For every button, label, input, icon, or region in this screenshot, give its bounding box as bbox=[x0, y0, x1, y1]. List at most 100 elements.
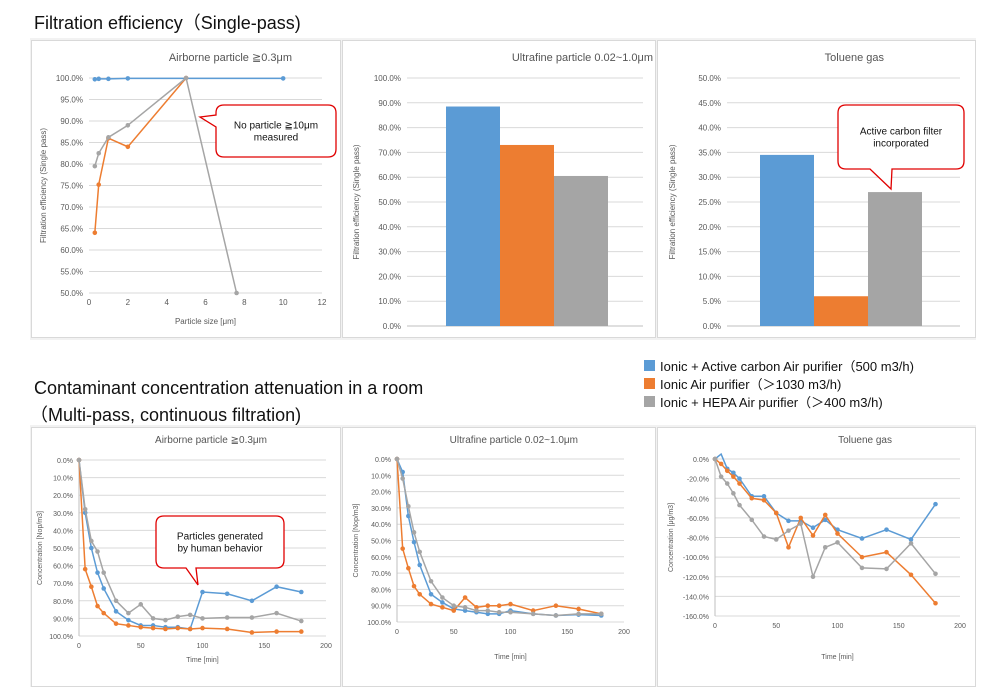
data-point bbox=[126, 617, 131, 623]
y-tick-label: 20.0% bbox=[53, 493, 73, 500]
data-point bbox=[822, 545, 828, 550]
chart-toluene-filtration-svg: Toluene gas 0.0% 5.0% 10.0% 15.0% 20.0% 25.0% 3… bbox=[668, 52, 965, 331]
data-point bbox=[411, 539, 417, 545]
chart-title: Ultrafine particle 0.02~1.0μm bbox=[450, 435, 578, 446]
x-tick-label: 150 bbox=[893, 623, 905, 630]
y-tick-label: 50.0% bbox=[60, 289, 83, 298]
bar bbox=[760, 154, 814, 326]
data-point bbox=[773, 537, 779, 542]
data-point bbox=[224, 615, 230, 620]
bar bbox=[814, 296, 868, 326]
data-point bbox=[96, 182, 102, 187]
y-tick-label: 70.0% bbox=[60, 203, 83, 212]
y-tick-label: 25.0% bbox=[698, 198, 721, 207]
data-point bbox=[737, 476, 742, 481]
x-tick-label: 200 bbox=[954, 623, 966, 630]
chart-title: Airborne particle ≧0.3μm bbox=[155, 435, 267, 446]
data-point bbox=[810, 533, 816, 538]
data-point bbox=[440, 600, 445, 605]
data-point bbox=[908, 537, 914, 542]
y-tick-label: 10.0% bbox=[53, 476, 73, 483]
y-tick-label: 30.0% bbox=[378, 248, 401, 257]
data-point bbox=[462, 608, 468, 613]
data-point bbox=[82, 566, 88, 572]
x-tick-label: 150 bbox=[258, 643, 270, 650]
data-point bbox=[810, 574, 816, 580]
data-point bbox=[440, 595, 445, 600]
chart-toluene-attenuation-svg: Toluene gas 0.0% -20.0% -40.0% -60.0% -80.0% -… bbox=[668, 435, 966, 661]
y-tick-label: 0.0% bbox=[383, 322, 401, 331]
data-point bbox=[299, 589, 304, 595]
data-point bbox=[394, 456, 400, 462]
data-point bbox=[859, 554, 865, 560]
x-tick-label: 200 bbox=[320, 643, 332, 650]
y-tick-label: 70.0% bbox=[378, 148, 401, 157]
x-tick-label: 6 bbox=[203, 298, 208, 307]
data-point bbox=[773, 510, 779, 516]
data-point bbox=[749, 495, 755, 501]
data-point bbox=[89, 545, 94, 551]
y-tick-label: 100.0% bbox=[56, 74, 83, 83]
y-tick-label: -20.0% bbox=[687, 477, 709, 484]
data-point bbox=[96, 150, 102, 156]
data-point bbox=[530, 608, 536, 613]
y-tick-label: 100.0% bbox=[49, 634, 73, 641]
section-title-attenuation: Contaminant concentration attenuation in… bbox=[34, 378, 424, 398]
callout-text: by human behavior bbox=[177, 544, 263, 555]
y-axis-label: Filtration efficiency (Single pass) bbox=[352, 144, 361, 259]
data-point bbox=[553, 613, 559, 618]
data-point bbox=[761, 534, 767, 539]
data-point bbox=[95, 603, 100, 609]
chart-ultrafine-attenuation-svg: Ultrafine particle 0.02~1.0μm 0.0% 10.0% 20… bbox=[353, 435, 630, 661]
y-tick-label: 60.0% bbox=[378, 173, 401, 182]
y-tick-label: 15.0% bbox=[698, 248, 721, 257]
data-point bbox=[496, 609, 502, 615]
data-point bbox=[400, 546, 405, 551]
y-tick-label: 50.0% bbox=[371, 539, 391, 546]
series-line bbox=[94, 77, 187, 233]
data-point bbox=[101, 610, 106, 616]
data-point bbox=[113, 621, 119, 626]
y-tick-label: -80.0% bbox=[687, 536, 709, 543]
data-point bbox=[462, 605, 468, 610]
y-tick-label: 10.0% bbox=[378, 297, 401, 306]
y-tick-label: 70.0% bbox=[53, 581, 73, 588]
data-point bbox=[92, 76, 98, 82]
y-tick-label: -60.0% bbox=[687, 516, 709, 523]
data-point bbox=[106, 135, 111, 140]
data-point bbox=[400, 476, 405, 481]
data-point bbox=[749, 517, 755, 523]
legend-label: Ionic + HEPA Air purifier（＞400 m3/h) bbox=[660, 394, 883, 410]
y-tick-label: 5.0% bbox=[703, 297, 721, 306]
chart-airborne-attenuation-svg: Airborne particle ≧0.3μm 0.0% 10.0% 20.0% 30… bbox=[37, 435, 332, 664]
bar bbox=[554, 175, 608, 326]
series-line bbox=[714, 458, 937, 604]
data-point bbox=[125, 76, 131, 81]
legend-item-active-carbon: Ionic + Active carbon Air purifier（500 m… bbox=[644, 356, 914, 374]
bar bbox=[868, 192, 922, 326]
data-point bbox=[138, 602, 144, 607]
y-tick-label: 100.0% bbox=[367, 620, 391, 627]
y-tick-label: 0.0% bbox=[693, 457, 709, 464]
section-title-filtration: Filtration efficiency（Single-pass) bbox=[34, 13, 301, 33]
data-point bbox=[462, 595, 468, 600]
legend-item-hepa: Ionic + HEPA Air purifier（＞400 m3/h) bbox=[644, 392, 914, 410]
y-tick-label: 45.0% bbox=[698, 99, 721, 108]
legend-swatch-gray bbox=[644, 395, 655, 407]
data-point bbox=[737, 481, 742, 486]
chart-ultrafine-filtration: Ultrafine particle 0.02~1.0μm 0.0% 10.0% 20… bbox=[342, 40, 656, 338]
x-axis-label: Particle size [μm] bbox=[175, 317, 236, 326]
data-point bbox=[101, 586, 106, 591]
y-tick-label: 75.0% bbox=[60, 182, 83, 191]
data-point bbox=[234, 290, 239, 296]
data-point bbox=[82, 506, 88, 512]
data-point bbox=[718, 474, 724, 479]
data-point bbox=[113, 609, 119, 614]
x-tick-label: 50 bbox=[772, 623, 780, 630]
legend-label: Ionic + Active carbon Air purifier（500 m… bbox=[660, 358, 914, 374]
data-point bbox=[417, 549, 422, 555]
data-point bbox=[150, 616, 156, 621]
data-point bbox=[138, 624, 144, 630]
legend-swatch-orange bbox=[644, 377, 655, 389]
y-tick-label: 100.0% bbox=[374, 74, 401, 83]
